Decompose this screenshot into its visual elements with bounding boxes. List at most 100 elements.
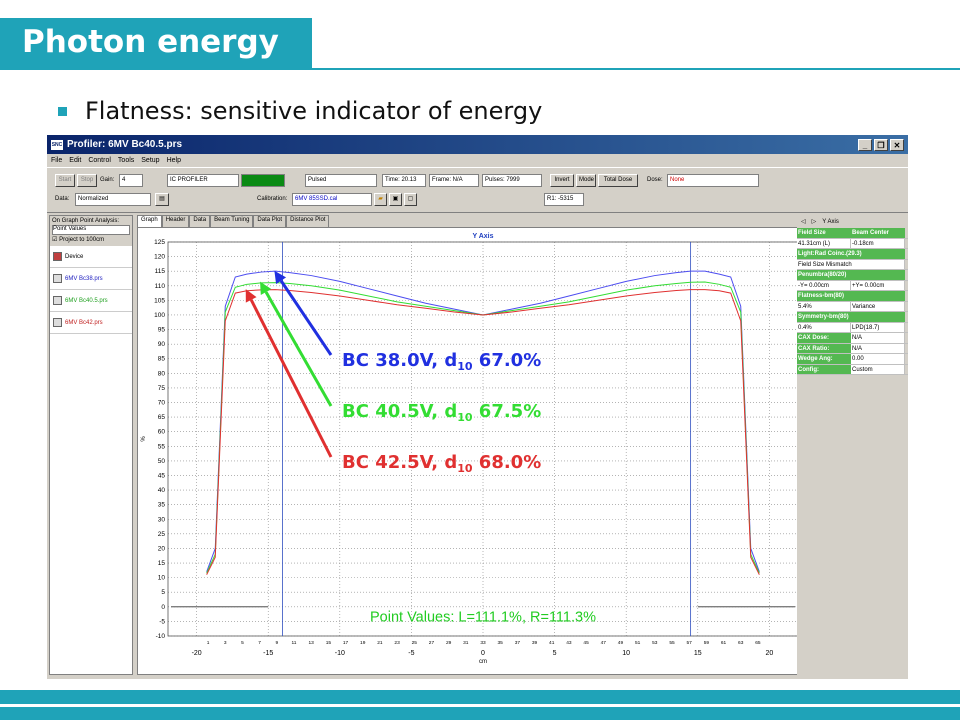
detector-label: 15	[326, 640, 332, 646]
x-tick-label: 15	[694, 650, 702, 657]
detector-label: 23	[394, 640, 400, 646]
detector-label: 29	[446, 640, 452, 646]
detector-label: 59	[704, 640, 710, 646]
project-label: Project to 100cm	[59, 237, 105, 243]
file-item[interactable]: 6MV Bc42.prs	[50, 312, 132, 334]
menu-item[interactable]: Edit	[69, 157, 82, 164]
analysis-row: 0.4% LPD(18.7)	[797, 322, 908, 333]
plot-frame	[167, 241, 799, 637]
bullet-square-icon	[58, 106, 67, 116]
analysis-row: Config: Custom	[797, 364, 908, 375]
profile-chart: Y Axis1251201151101051009590858075706560…	[141, 233, 799, 665]
y-tick-label: 60	[158, 429, 166, 436]
analysis-cell: Variance	[851, 301, 905, 311]
calibration-select[interactable]: 6MV 85SSD.cal	[292, 193, 372, 206]
detector-label: 11	[292, 640, 297, 646]
tab[interactable]: Distance Plot	[286, 215, 330, 227]
file-icon	[53, 296, 62, 305]
total-dose-button[interactable]: Total Dose	[598, 174, 638, 187]
device-item[interactable]: Device	[50, 246, 132, 268]
footer-band	[0, 690, 960, 704]
data-options-icon[interactable]: ▤	[155, 193, 169, 206]
analysis-cell: +Y= 0.00cm	[851, 280, 905, 290]
y-tick-label: 95	[158, 327, 166, 334]
restore-icon[interactable]: ❐	[874, 138, 888, 151]
detector-label: 65	[755, 640, 761, 646]
prev-icon[interactable]: ◁	[801, 219, 806, 225]
detector-label: 7	[258, 640, 261, 646]
y-tick-label: 100	[154, 312, 165, 319]
analysis-cell: CAX Dose:	[797, 333, 851, 343]
window-titlebar[interactable]: SNC Profiler: 6MV Bc40.5.prs _ ❐ ✕	[47, 135, 908, 154]
x-tick-label: -15	[263, 650, 273, 657]
analysis-cell: Wedge Ang:	[797, 354, 851, 364]
menu-item[interactable]: File	[51, 157, 63, 164]
chart-title: Y Axis	[472, 233, 493, 240]
detector-label: 61	[721, 640, 727, 646]
dose-select[interactable]: None	[667, 174, 759, 187]
project-checkbox[interactable]: ☑	[52, 237, 58, 243]
menu-item[interactable]: Tools	[117, 157, 135, 164]
mode-button[interactable]: Mode	[576, 174, 596, 187]
view-tabs: Graph Header Data Beam Tuning Data Plot Dista…	[137, 215, 330, 227]
profile-series-line	[206, 270, 760, 572]
tab[interactable]: Header	[161, 215, 190, 227]
y-tick-label: 0	[161, 604, 165, 611]
gain-value: 4	[122, 177, 126, 183]
analysis-select[interactable]: Point Values	[52, 225, 130, 235]
analysis-row: Field Size Beam Center	[797, 228, 908, 239]
tab[interactable]: Data Plot	[253, 215, 287, 227]
bullet-text: Flatness: sensitive indicator of energy	[85, 97, 543, 125]
file-item-label: 6MV Bc40.5.prs	[65, 297, 108, 304]
y-tick-label: 20	[158, 545, 166, 552]
analysis-cell: 41.31cm (L)	[797, 238, 851, 248]
file-item[interactable]: 6MV Bc40.5.prs	[50, 290, 132, 312]
detector-label: 39	[532, 640, 538, 646]
minimize-icon[interactable]: _	[858, 138, 872, 151]
detector-label: 3	[224, 640, 227, 646]
detector-label: 17	[343, 640, 349, 646]
analysis-row: Symmetry-bm(80)	[797, 312, 908, 323]
y-tick-label: 5	[161, 589, 165, 596]
detector-label: 51	[635, 640, 641, 646]
tab[interactable]: Beam Tuning	[210, 215, 254, 227]
file-item[interactable]: 6MV Bc38.prs	[50, 268, 132, 290]
gain-select[interactable]: 4	[119, 174, 143, 187]
detector-label: 33	[480, 640, 486, 646]
detector-label: 37	[515, 640, 521, 646]
analysis-cell: Flatness-bm(80)	[797, 291, 905, 301]
menu-item[interactable]: Help	[166, 157, 181, 164]
invert-button[interactable]: Invert	[550, 174, 574, 187]
next-icon[interactable]: ▷	[811, 219, 817, 225]
detector-label: 53	[652, 640, 658, 646]
detector-label: 27	[429, 640, 435, 646]
detector-label: 25	[412, 640, 418, 646]
pulsed-field: Pulsed	[305, 174, 377, 187]
save-icon[interactable]: ▣	[389, 193, 402, 206]
y-tick-label: 50	[158, 458, 166, 465]
tab[interactable]: Data	[189, 215, 211, 227]
stop-button[interactable]: Stop	[77, 174, 97, 187]
y-axis-label: %	[141, 436, 147, 442]
close-icon[interactable]: ✕	[890, 138, 904, 151]
data-select[interactable]: Normalized	[75, 193, 151, 206]
analysis-row: Flatness-bm(80)	[797, 291, 908, 302]
dose-label: Dose:	[647, 177, 663, 183]
analysis-row: Light:Rad Coinc.(29.3)	[797, 249, 908, 260]
start-button[interactable]: Start	[55, 174, 75, 187]
device-item-label: Device	[65, 253, 84, 260]
menu-item[interactable]: Setup	[141, 157, 160, 164]
analysis-row: Penumbra(80/20)	[797, 270, 908, 281]
analysis-row: -Y= 0.00cm +Y= 0.00cm	[797, 280, 908, 291]
analysis-row: Wedge Ang: 0.00	[797, 354, 908, 365]
menu-item[interactable]: Control	[88, 157, 111, 164]
status-indicator	[241, 174, 285, 187]
tab[interactable]: Graph	[137, 215, 162, 227]
analysis-cell: -0.18cm	[851, 238, 905, 248]
open-folder-icon[interactable]: ▰	[374, 193, 387, 206]
y-tick-label: 120	[154, 254, 165, 261]
edit-icon[interactable]: ▢	[404, 193, 417, 206]
x-tick-label: -10	[335, 650, 345, 657]
detector-label: 13	[309, 640, 315, 646]
point-values-label: Point Values: L=111.1%, R=111.3%	[370, 609, 596, 625]
